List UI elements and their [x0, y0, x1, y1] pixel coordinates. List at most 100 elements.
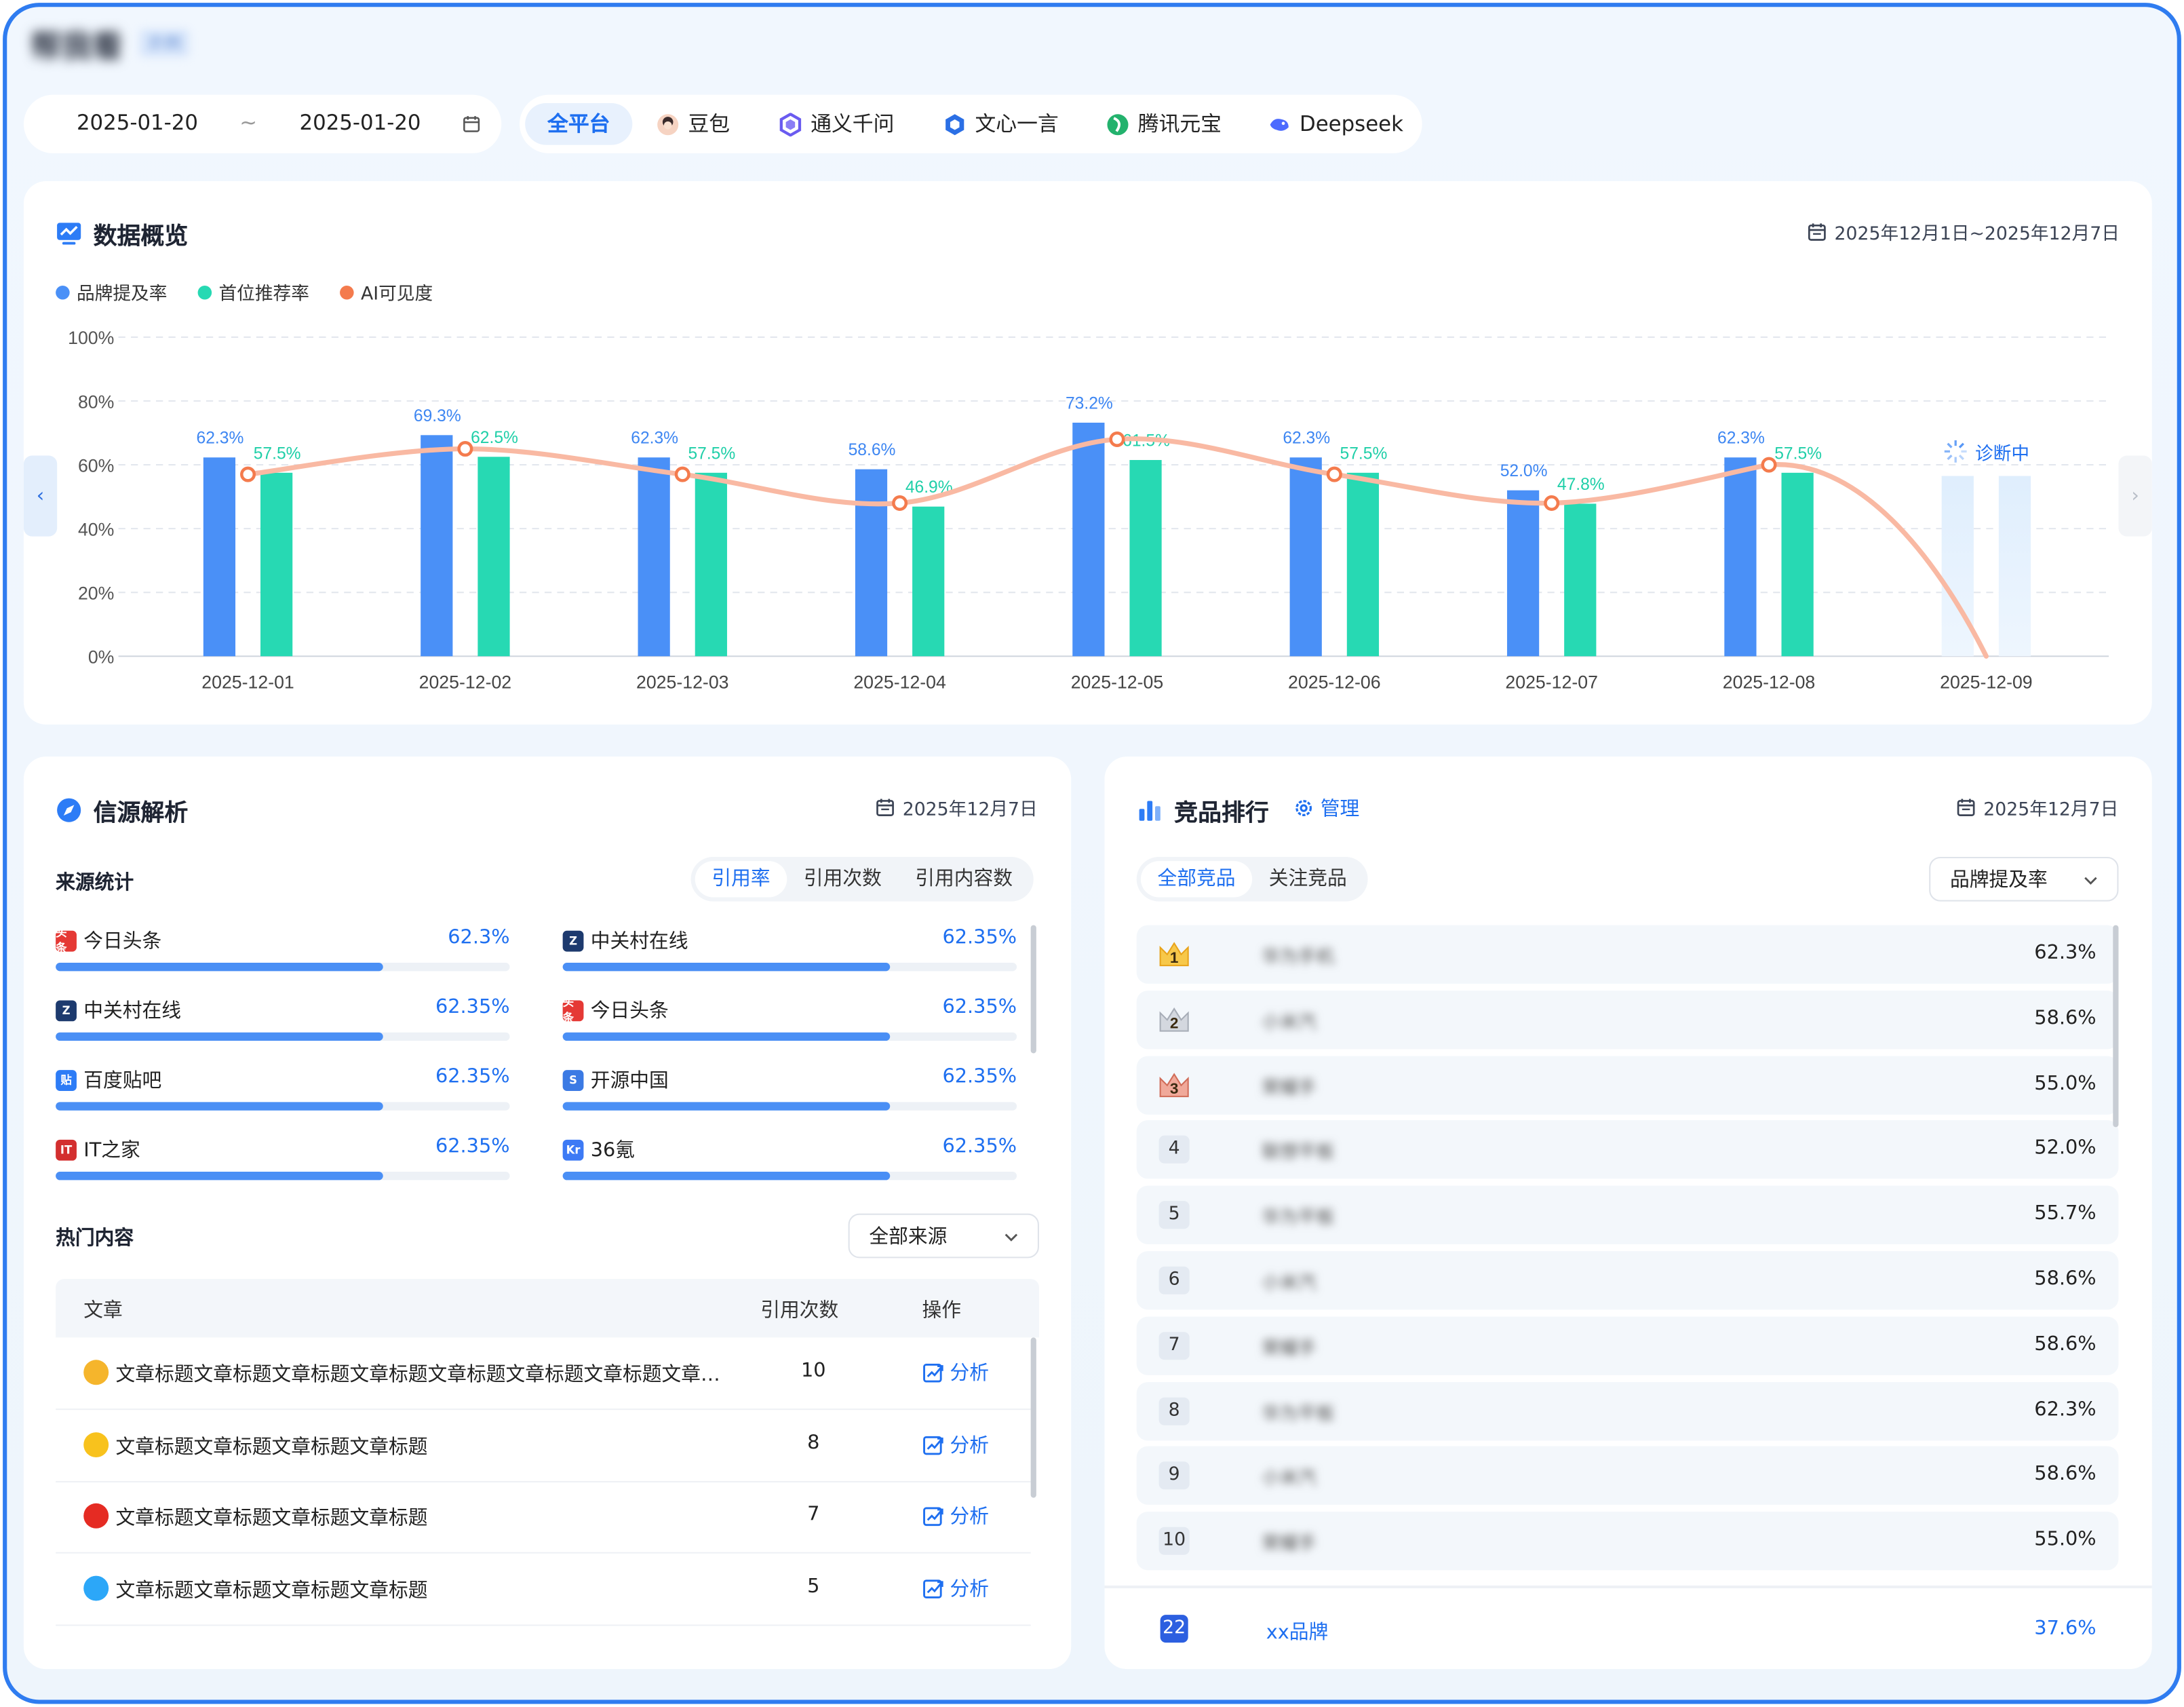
- ranking-row[interactable]: 6 小米汽 58.6%: [1136, 1251, 2119, 1310]
- crown-silver-icon: 2: [1159, 1007, 1189, 1032]
- bar-value-label: 52.0%: [1500, 462, 1548, 480]
- self-brand-name: xx品牌: [1266, 1622, 1329, 1645]
- bar-value-label: 57.5%: [1774, 444, 1822, 463]
- ranking-scrollbar[interactable]: [2113, 925, 2119, 1128]
- source-name: 贴百度贴吧: [56, 1066, 161, 1094]
- competitor-value: 55.7%: [2034, 1202, 2097, 1225]
- source-progress-fill: [562, 1102, 890, 1111]
- calendar-icon: [876, 799, 894, 816]
- start-date[interactable]: 2025-01-20: [76, 110, 198, 136]
- table-row[interactable]: 文章标题文章标题文章标题文章标题文章标题文章标题文章标题文章标题文章标 10 分析: [56, 1337, 1031, 1411]
- source-item: Z 中关村在线 62.35%: [562, 927, 1017, 982]
- source-name: S 开源中国: [562, 1066, 669, 1094]
- ranking-row[interactable]: 2 小米汽 58.6%: [1136, 990, 2119, 1049]
- col-actions: 操作: [922, 1299, 961, 1322]
- table-row[interactable]: 文章标题文章标题文章标题文章标题 8 分析: [56, 1409, 1031, 1482]
- article-title[interactable]: 文章标题文章标题文章标题文章标题: [115, 1507, 428, 1530]
- hot-content-label: 热门内容: [56, 1227, 134, 1250]
- citation-count: 7: [807, 1503, 820, 1526]
- ranking-row[interactable]: 4 联想平板 52.0%: [1136, 1120, 2119, 1180]
- x-tick-label: 2025-12-08: [1723, 672, 1816, 692]
- source-item: 头条 今日头条 62.35%: [562, 996, 1017, 1052]
- chevron-down-icon: [1005, 1233, 1018, 1242]
- bar-brand-mention: [1072, 422, 1105, 657]
- tab-citation-rate[interactable]: 引用率: [695, 861, 787, 898]
- bar-brand-mention: [1289, 457, 1322, 657]
- competitor-value: 58.6%: [2034, 1463, 2097, 1486]
- legend-dot: [340, 284, 354, 299]
- legend-item[interactable]: AI可见度: [340, 279, 433, 305]
- sources-title: 信源解析: [56, 792, 188, 828]
- source-progress-track: [56, 963, 510, 972]
- legend-item[interactable]: 首位推荐率: [197, 279, 309, 305]
- rank-badge: 4: [1158, 1136, 1190, 1164]
- sources-card: [23, 756, 1072, 1670]
- sources-date: 2025年12月7日: [875, 794, 1038, 821]
- date-range-picker[interactable]: 2025-01-20 ~ 2025-01-20: [23, 94, 502, 153]
- crown-gold-icon: 1: [1159, 942, 1189, 967]
- ranking-row[interactable]: 9 小米汽 58.6%: [1136, 1446, 2119, 1505]
- article-title[interactable]: 文章标题文章标题文章标题文章标题: [115, 1579, 428, 1602]
- ai-visibility-point: [1326, 466, 1342, 482]
- rank-badge: 6: [1158, 1266, 1190, 1294]
- table-row[interactable]: 文章标题文章标题文章标题文章标题 5 分析: [56, 1553, 1031, 1626]
- ranking-row[interactable]: 1 华为手机 62.3%: [1136, 925, 2119, 984]
- calendar-icon[interactable]: [461, 114, 482, 134]
- qq-icon: [83, 1575, 109, 1600]
- analyze-button[interactable]: 分析: [922, 1430, 989, 1458]
- source-filter-select[interactable]: 全部来源: [848, 1213, 1039, 1259]
- rank-badge: 7: [1158, 1331, 1190, 1360]
- tab-all-competitors[interactable]: 全部竞品: [1140, 861, 1253, 898]
- ai-visibility-point: [457, 441, 473, 457]
- tab-tongyi[interactable]: 通义千问: [779, 103, 894, 145]
- analyze-button[interactable]: 分析: [922, 1358, 989, 1386]
- end-date[interactable]: 2025-01-20: [299, 110, 421, 136]
- x-tick-label: 2025-12-07: [1505, 672, 1598, 692]
- diagnosing-label: 诊断中: [1975, 444, 2029, 464]
- ranking-row[interactable]: 5 华为平板 55.7%: [1136, 1185, 2119, 1245]
- source-rate: 62.35%: [435, 1135, 510, 1158]
- tab-all-platforms[interactable]: 全平台: [525, 102, 633, 145]
- article-title[interactable]: 文章标题文章标题文章标题文章标题文章标题文章标题文章标题文章标题文章标: [115, 1364, 728, 1387]
- ai-visibility-point: [1761, 457, 1777, 473]
- manage-button[interactable]: 管理: [1293, 794, 1359, 822]
- tab-wenxin[interactable]: 文心一言: [943, 103, 1059, 145]
- tab-citation-content-count[interactable]: 引用内容数: [915, 868, 1013, 891]
- chart-next-button[interactable]: ›: [2118, 455, 2152, 537]
- tab-followed-competitors[interactable]: 关注竞品: [1268, 868, 1347, 891]
- source-list-scrollbar[interactable]: [1030, 925, 1036, 1054]
- chart-prev-button[interactable]: ‹: [23, 455, 58, 537]
- table-scrollbar[interactable]: [1030, 1337, 1036, 1498]
- tab-deepseek[interactable]: Deepseek: [1268, 103, 1403, 145]
- analyze-icon: [923, 1435, 943, 1455]
- citation-count: 5: [807, 1575, 820, 1598]
- table-row[interactable]: 文章标题文章标题文章标题文章标题 7 分析: [56, 1481, 1031, 1554]
- analyze-button[interactable]: 分析: [922, 1574, 989, 1602]
- competitor-name: 华为平板: [1262, 1404, 1335, 1425]
- ranking-row[interactable]: 3 荣耀手 55.0%: [1136, 1055, 2119, 1115]
- article-title[interactable]: 文章标题文章标题文章标题文章标题: [115, 1436, 428, 1459]
- legend-item[interactable]: 品牌提及率: [56, 279, 167, 305]
- tab-citation-count[interactable]: 引用次数: [803, 868, 882, 891]
- rank-number: 1: [1170, 949, 1179, 966]
- source-progress-track: [562, 963, 1017, 972]
- bar-first-recommend: [695, 472, 727, 657]
- tab-doubao[interactable]: 豆包: [656, 103, 730, 145]
- competitor-tabs: 全部竞品 关注竞品: [1136, 856, 1368, 902]
- ranking-row[interactable]: 8 华为平板 62.3%: [1136, 1381, 2119, 1440]
- tieba-icon: 贴: [56, 1069, 77, 1090]
- source-rate: 62.35%: [942, 996, 1017, 1019]
- tab-yuanbao[interactable]: 腾讯元宝: [1106, 103, 1222, 145]
- ranking-row[interactable]: 7 荣耀手 58.6%: [1136, 1316, 2119, 1375]
- bar-value-label: 57.5%: [1340, 444, 1388, 463]
- zol-icon: Z: [56, 999, 77, 1021]
- competitor-value: 55.0%: [2034, 1529, 2097, 1552]
- platform-tabs: 全平台 豆包 通义千问 文心一言 腾讯元宝 Deepseek: [519, 94, 1422, 153]
- analyze-button[interactable]: 分析: [922, 1502, 989, 1530]
- metric-select[interactable]: 品牌提及率: [1929, 856, 2119, 902]
- citation-count: 10: [800, 1360, 826, 1383]
- bar-chart-icon: [1139, 801, 1161, 821]
- ranking-row[interactable]: 10 荣耀手 55.0%: [1136, 1512, 2119, 1571]
- bar-value-label: 62.5%: [471, 429, 518, 447]
- bar-value-label: 62.3%: [197, 429, 244, 448]
